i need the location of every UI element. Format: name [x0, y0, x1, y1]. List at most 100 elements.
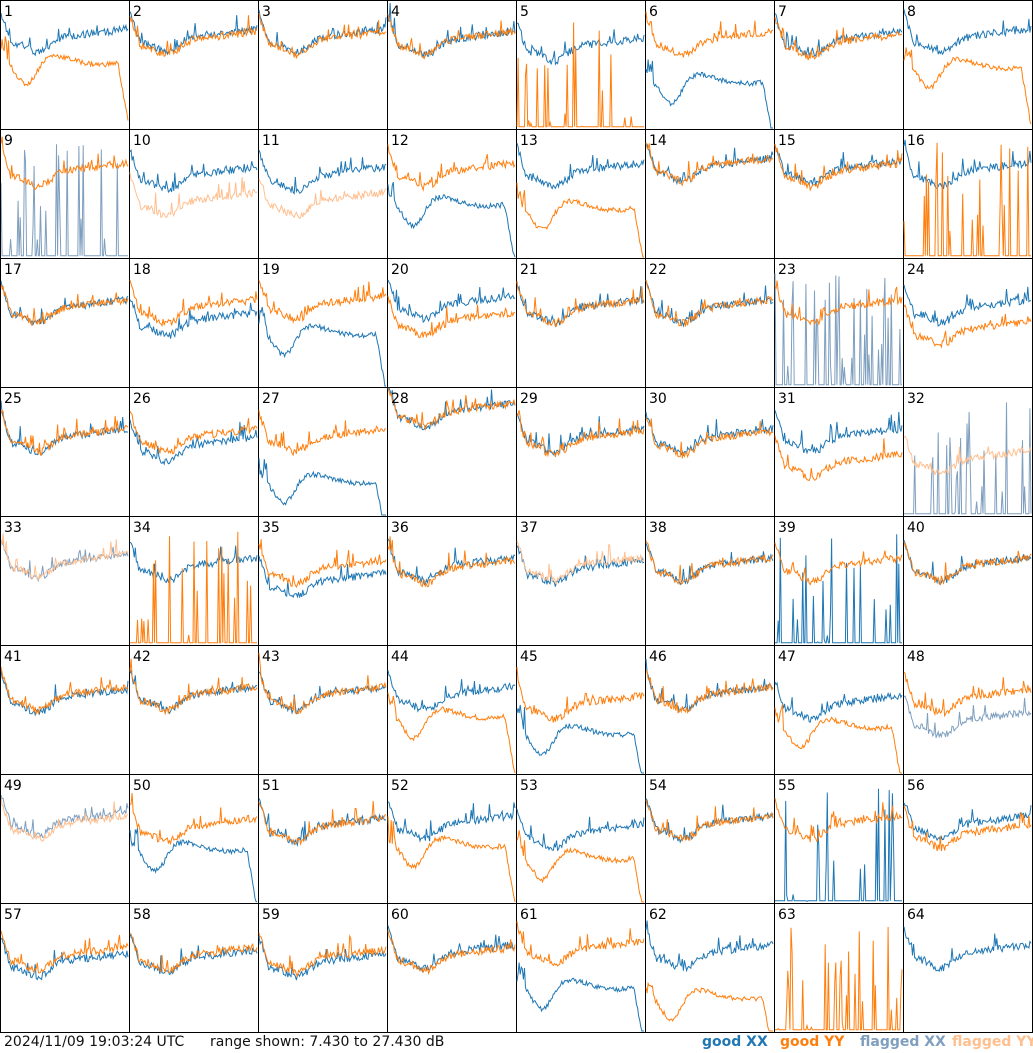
tile-19: 19 [258, 258, 388, 388]
series-xx-good [774, 410, 903, 455]
series-yy-flagged [516, 540, 645, 586]
tile-42: 42 [129, 645, 259, 775]
tile-label: 47 [778, 649, 796, 665]
legend-flagged-xx: flagged XX [860, 1034, 946, 1050]
series-xx-good [258, 555, 387, 599]
tile-33: 33 [0, 516, 130, 646]
series-yy-good [645, 670, 774, 714]
tile-frame [645, 129, 775, 259]
tile-21: 21 [516, 258, 646, 388]
series-yy-good [130, 531, 257, 644]
tile-label: 54 [649, 778, 667, 794]
series-yy-good [387, 536, 516, 588]
tile-1: 1 [0, 0, 130, 130]
tile-label: 1 [4, 4, 13, 20]
tile-16: 16 [903, 129, 1033, 259]
tile-label: 48 [907, 649, 925, 665]
series-yy-good [516, 921, 645, 967]
series-yy-good [516, 830, 644, 903]
tile-frame [387, 774, 517, 904]
series-xx-good [258, 149, 387, 195]
tile-label: 37 [520, 520, 538, 536]
series-xx-good [775, 534, 902, 644]
tile-label: 58 [133, 907, 151, 923]
tile-56: 56 [903, 774, 1033, 904]
tile-27: 27 [258, 387, 388, 517]
tile-frame [129, 645, 259, 775]
tile-label: 39 [778, 520, 796, 536]
tile-label: 4 [391, 4, 400, 20]
tile-frame [129, 258, 259, 388]
tile-label: 25 [4, 391, 22, 407]
tile-5: 5 [516, 0, 646, 130]
tile-57: 57 [0, 903, 130, 1033]
series-yy-good [258, 12, 387, 59]
tile-label: 5 [520, 4, 529, 20]
series-yy-good [0, 930, 129, 974]
tile-label: 26 [133, 391, 151, 407]
tile-frame [258, 387, 388, 517]
series-yy-good [516, 22, 644, 128]
tile-frame [387, 0, 517, 130]
series-xx-good [903, 802, 1032, 842]
tile-52: 52 [387, 774, 517, 904]
series-xx-good [258, 306, 386, 387]
tile-9: 9 [0, 129, 130, 259]
series-yy-good [774, 542, 903, 586]
series-yy-flagged [903, 435, 1032, 476]
tile-label: 12 [391, 133, 409, 149]
series-yy-good [903, 805, 1032, 852]
series-yy-good [903, 304, 1032, 349]
tile-label: 59 [262, 907, 280, 923]
tile-22: 22 [645, 258, 775, 388]
tile-label: 11 [262, 133, 280, 149]
tile-13: 13 [516, 129, 646, 259]
tile-3: 3 [258, 0, 388, 130]
tile-label: 52 [391, 778, 409, 794]
series-yy-good [645, 981, 773, 1032]
series-xx-good [516, 962, 644, 1032]
tile-label: 51 [262, 778, 280, 794]
tile-frame [903, 0, 1033, 130]
tile-frame [516, 387, 646, 517]
series-xx-good [0, 937, 129, 981]
tile-24: 24 [903, 258, 1033, 388]
series-xx-flagged [774, 273, 902, 386]
tile-frame [516, 774, 646, 904]
tile-23: 23 [774, 258, 904, 388]
tile-20: 20 [387, 258, 517, 388]
series-yy-flagged [258, 178, 387, 220]
series-xx-good [129, 827, 258, 903]
tile-label: 32 [907, 391, 925, 407]
series-xx-good [903, 926, 1032, 973]
legend-good-xx: good XX [702, 1034, 768, 1050]
series-yy-good [258, 653, 387, 715]
series-yy-good [645, 799, 774, 842]
series-xx-good [258, 935, 387, 981]
tile-41: 41 [0, 645, 130, 775]
series-xx-good [129, 299, 258, 339]
tile-frame [0, 0, 130, 130]
series-yy-flagged [129, 172, 258, 219]
tile-label: 21 [520, 262, 538, 278]
tile-label: 40 [907, 520, 925, 536]
tile-label: 14 [649, 133, 667, 149]
tile-label: 29 [520, 391, 538, 407]
tile-label: 16 [907, 133, 925, 149]
series-yy-good [774, 143, 903, 192]
tile-12: 12 [387, 129, 517, 259]
series-xx-good [516, 22, 645, 66]
tile-frame [387, 129, 517, 259]
tile-39: 39 [774, 516, 904, 646]
tile-frame [258, 129, 388, 259]
series-yy-good [0, 36, 129, 121]
series-yy-good [516, 182, 644, 258]
tile-frame [258, 516, 388, 646]
series-xx-good [258, 9, 387, 56]
tile-label: 31 [778, 391, 796, 407]
series-yy-good [258, 410, 387, 457]
series-xx-good [387, 670, 516, 713]
tile-44: 44 [387, 645, 517, 775]
tile-label: 8 [907, 4, 916, 20]
series-xx-good [387, 925, 516, 973]
